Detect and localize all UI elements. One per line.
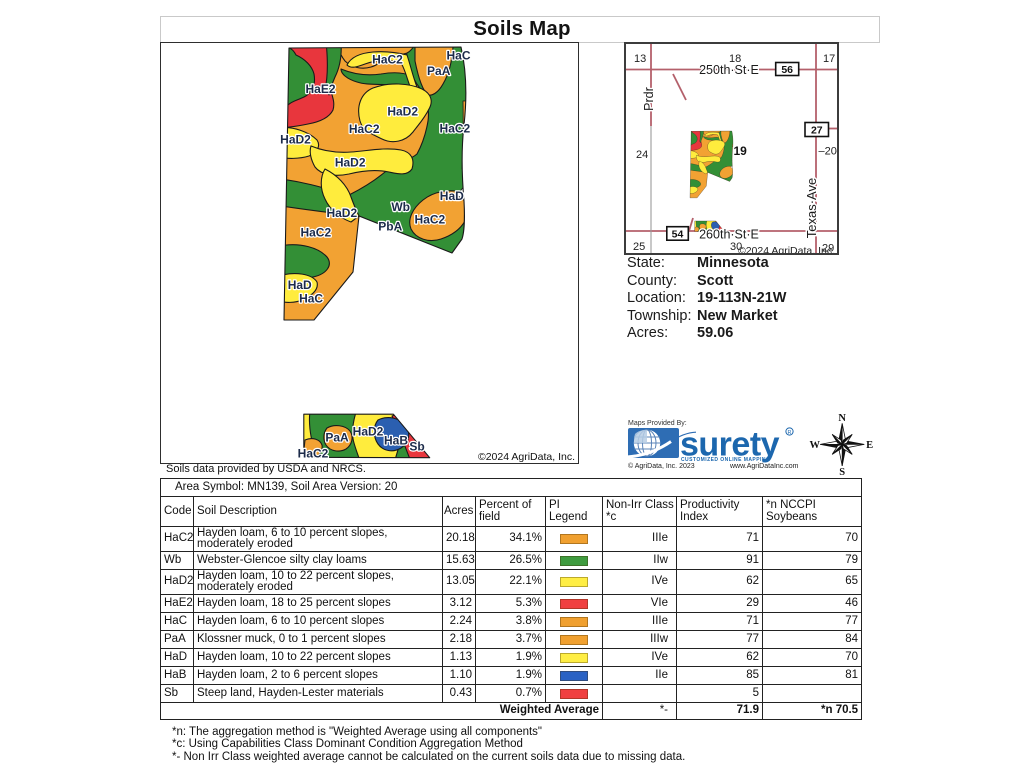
svg-text:E: E bbox=[866, 440, 873, 451]
svg-text:30: 30 bbox=[730, 241, 742, 253]
svg-text:surety: surety bbox=[680, 426, 780, 464]
svg-text:HaD2: HaD2 bbox=[326, 206, 357, 220]
svg-text:19: 19 bbox=[733, 144, 747, 158]
svg-text:R: R bbox=[788, 430, 792, 436]
svg-text:Texas·Ave: Texas·Ave bbox=[804, 178, 819, 238]
svg-text:HaB: HaB bbox=[384, 434, 408, 448]
svg-text:54: 54 bbox=[671, 228, 683, 240]
svg-text:PaA: PaA bbox=[427, 64, 451, 78]
svg-text:HaD: HaD bbox=[288, 278, 312, 292]
svg-text:17: 17 bbox=[823, 53, 835, 65]
svg-text:HaC2: HaC2 bbox=[300, 226, 331, 240]
svg-text:HaD2: HaD2 bbox=[387, 105, 418, 119]
svg-text:27: 27 bbox=[810, 124, 822, 136]
svg-text:S: S bbox=[839, 467, 845, 478]
svg-text:HaC2: HaC2 bbox=[372, 53, 403, 67]
svg-text:24: 24 bbox=[636, 149, 648, 161]
svg-text:HaE2: HaE2 bbox=[305, 82, 335, 96]
svg-text:HaC: HaC bbox=[299, 292, 323, 306]
svg-text:13: 13 bbox=[634, 53, 646, 65]
svg-text:©2024 AgriData, Inc.: ©2024 AgriData, Inc. bbox=[478, 451, 575, 463]
svg-text:HaC2: HaC2 bbox=[349, 122, 380, 136]
svg-text:Wb: Wb bbox=[391, 200, 410, 214]
svg-text:PaA: PaA bbox=[325, 431, 349, 445]
svg-text:©2024 AgriData, Inc.: ©2024 AgriData, Inc. bbox=[737, 245, 834, 253]
svg-text:HaD2: HaD2 bbox=[335, 155, 366, 169]
svg-text:–20–: –20– bbox=[818, 146, 837, 158]
svg-text:Sb: Sb bbox=[409, 440, 424, 454]
svg-text:HaD: HaD bbox=[440, 189, 464, 203]
svg-text:Prdr: Prdr bbox=[642, 87, 656, 111]
svg-text:HaD2: HaD2 bbox=[353, 425, 384, 439]
svg-text:PbA: PbA bbox=[378, 219, 402, 233]
svg-text:N: N bbox=[838, 413, 846, 424]
svg-text:29: 29 bbox=[822, 243, 834, 254]
svg-text:HaC2: HaC2 bbox=[298, 447, 329, 461]
svg-text:25: 25 bbox=[633, 241, 645, 253]
svg-text:HaC: HaC bbox=[446, 49, 470, 63]
svg-text:56: 56 bbox=[781, 64, 793, 76]
svg-text:HaC2: HaC2 bbox=[415, 213, 446, 227]
svg-text:250th·St·E: 250th·St·E bbox=[699, 63, 759, 77]
svg-text:W: W bbox=[809, 440, 820, 451]
svg-text:HaC2: HaC2 bbox=[440, 122, 471, 136]
svg-text:260th·St·E: 260th·St·E bbox=[699, 228, 759, 242]
svg-text:HaD2: HaD2 bbox=[280, 132, 311, 146]
svg-text:18: 18 bbox=[729, 53, 741, 65]
svg-text:CUSTOMIZED ONLINE MAPPING: CUSTOMIZED ONLINE MAPPING bbox=[681, 457, 770, 463]
